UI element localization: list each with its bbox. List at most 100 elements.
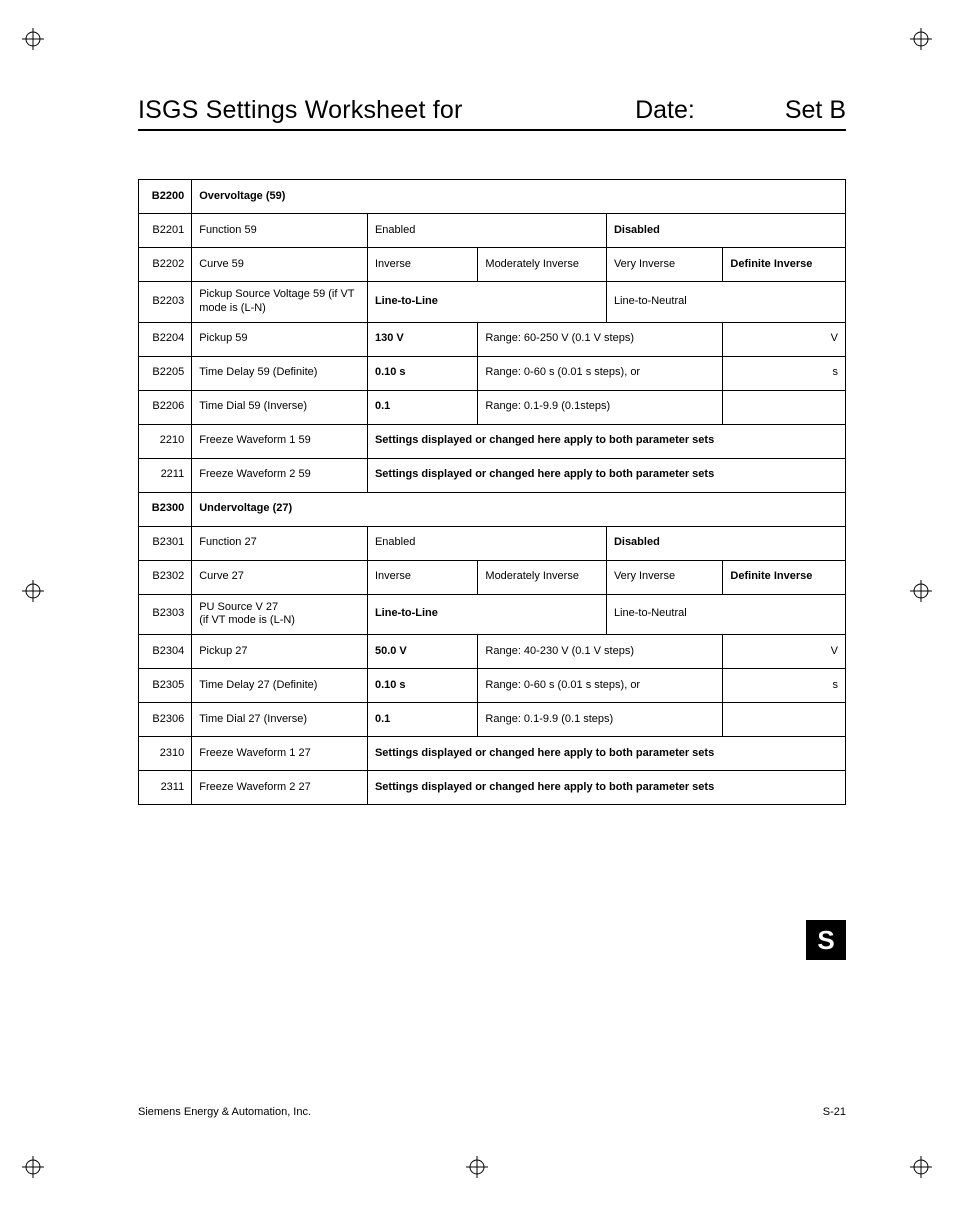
param-code: B2201 [139, 214, 192, 248]
param-value: Range: 0-60 s (0.01 s steps), or [478, 669, 723, 703]
param-code: B2205 [139, 356, 192, 390]
table-row: B2303PU Source V 27(if VT mode is (L-N)L… [139, 594, 846, 635]
param-value: Range: 0.1-9.9 (0.1steps) [478, 390, 723, 424]
crop-mark-icon [466, 1156, 488, 1178]
param-value [723, 703, 846, 737]
page-header: ISGS Settings Worksheet for Date: Set B [138, 96, 846, 131]
table-row: B2306Time Dial 27 (Inverse)0.1Range: 0.1… [139, 703, 846, 737]
param-code: B2304 [139, 635, 192, 669]
param-value: Line-to-Line [367, 282, 606, 323]
table-row: 2210Freeze Waveform 1 59Settings display… [139, 424, 846, 458]
section-header-row: B2200Overvoltage (59) [139, 180, 846, 214]
param-name: Freeze Waveform 2 59 [192, 458, 368, 492]
table-row: B2202Curve 59InverseModerately InverseVe… [139, 248, 846, 282]
crop-mark-icon [910, 580, 932, 602]
table-row: B2305Time Delay 27 (Definite)0.10 sRange… [139, 669, 846, 703]
param-name: Pickup Source Voltage 59 (if VT mode is … [192, 282, 368, 323]
param-name: PU Source V 27(if VT mode is (L-N) [192, 594, 368, 635]
param-value: Enabled [367, 214, 606, 248]
param-name: Freeze Waveform 1 59 [192, 424, 368, 458]
header-title: ISGS Settings Worksheet for [138, 96, 463, 125]
param-value: V [723, 322, 846, 356]
param-value: 0.10 s [367, 669, 477, 703]
table-row: B2201Function 59EnabledDisabled [139, 214, 846, 248]
table-row: B2304Pickup 2750.0 VRange: 40-230 V (0.1… [139, 635, 846, 669]
crop-mark-icon [22, 580, 44, 602]
param-code: B2203 [139, 282, 192, 323]
header-date-label: Date: [635, 96, 695, 125]
param-value: s [723, 356, 846, 390]
param-code: B2301 [139, 526, 192, 560]
crop-mark-icon [22, 1156, 44, 1178]
param-value: Settings displayed or changed here apply… [367, 458, 845, 492]
param-value: Disabled [606, 526, 845, 560]
param-code: 2311 [139, 771, 192, 805]
param-value: Settings displayed or changed here apply… [367, 737, 845, 771]
header-set-label: Set B [785, 96, 846, 125]
param-value: Moderately Inverse [478, 248, 607, 282]
param-name: Function 27 [192, 526, 368, 560]
crop-mark-icon [910, 28, 932, 50]
param-value: 0.1 [367, 390, 477, 424]
section-code: B2200 [139, 180, 192, 214]
param-value [723, 390, 846, 424]
section-title: Undervoltage (27) [192, 492, 846, 526]
param-code: B2204 [139, 322, 192, 356]
crop-mark-icon [22, 28, 44, 50]
param-code: B2305 [139, 669, 192, 703]
param-value: Very Inverse [606, 560, 722, 594]
param-value: Range: 40-230 V (0.1 V steps) [478, 635, 723, 669]
param-value: 0.1 [367, 703, 477, 737]
param-code: 2310 [139, 737, 192, 771]
table-row: B2206Time Dial 59 (Inverse)0.1Range: 0.1… [139, 390, 846, 424]
param-value: 0.10 s [367, 356, 477, 390]
param-code: B2303 [139, 594, 192, 635]
param-code: 2210 [139, 424, 192, 458]
param-name: Time Delay 27 (Definite) [192, 669, 368, 703]
param-value: V [723, 635, 846, 669]
param-value: 50.0 V [367, 635, 477, 669]
crop-mark-icon [910, 1156, 932, 1178]
table-row: B2301Function 27EnabledDisabled [139, 526, 846, 560]
param-value: Inverse [367, 248, 477, 282]
settings-section-table: B2200Overvoltage (59)B2201Function 59Ena… [138, 179, 846, 493]
table-row: B2205Time Delay 59 (Definite)0.10 sRange… [139, 356, 846, 390]
table-row: B2204Pickup 59130 VRange: 60-250 V (0.1 … [139, 322, 846, 356]
param-name: Pickup 27 [192, 635, 368, 669]
param-name: Freeze Waveform 2 27 [192, 771, 368, 805]
table-row: 2311Freeze Waveform 2 27Settings display… [139, 771, 846, 805]
param-value: Line-to-Line [367, 594, 606, 635]
section-title: Overvoltage (59) [192, 180, 846, 214]
param-code: B2306 [139, 703, 192, 737]
section-header-row: B2300Undervoltage (27) [139, 492, 846, 526]
param-value: Settings displayed or changed here apply… [367, 771, 845, 805]
footer-page-number: S-21 [823, 1106, 846, 1118]
param-value: Definite Inverse [723, 560, 846, 594]
param-value: Inverse [367, 560, 477, 594]
param-name: Time Dial 27 (Inverse) [192, 703, 368, 737]
param-value: Line-to-Neutral [606, 594, 845, 635]
param-name: Time Dial 59 (Inverse) [192, 390, 368, 424]
table-row: 2211Freeze Waveform 2 59Settings display… [139, 458, 846, 492]
section-code: B2300 [139, 492, 192, 526]
param-value: Line-to-Neutral [606, 282, 845, 323]
param-name: Curve 27 [192, 560, 368, 594]
param-value: Definite Inverse [723, 248, 846, 282]
param-value: Moderately Inverse [478, 560, 607, 594]
footer-company: Siemens Energy & Automation, Inc. [138, 1106, 311, 1118]
param-name: Function 59 [192, 214, 368, 248]
param-value: Very Inverse [606, 248, 722, 282]
param-value: Range: 60-250 V (0.1 V steps) [478, 322, 723, 356]
param-value: Enabled [367, 526, 606, 560]
settings-tables: B2200Overvoltage (59)B2201Function 59Ena… [138, 179, 846, 805]
param-name: Freeze Waveform 1 27 [192, 737, 368, 771]
param-value: Disabled [606, 214, 845, 248]
param-code: B2206 [139, 390, 192, 424]
param-code: B2302 [139, 560, 192, 594]
page: ISGS Settings Worksheet for Date: Set B … [0, 0, 954, 865]
param-value: Settings displayed or changed here apply… [367, 424, 845, 458]
page-footer: Siemens Energy & Automation, Inc. S-21 [138, 1106, 846, 1118]
section-tab: S [806, 920, 846, 960]
param-name: Pickup 59 [192, 322, 368, 356]
table-row: 2310Freeze Waveform 1 27Settings display… [139, 737, 846, 771]
